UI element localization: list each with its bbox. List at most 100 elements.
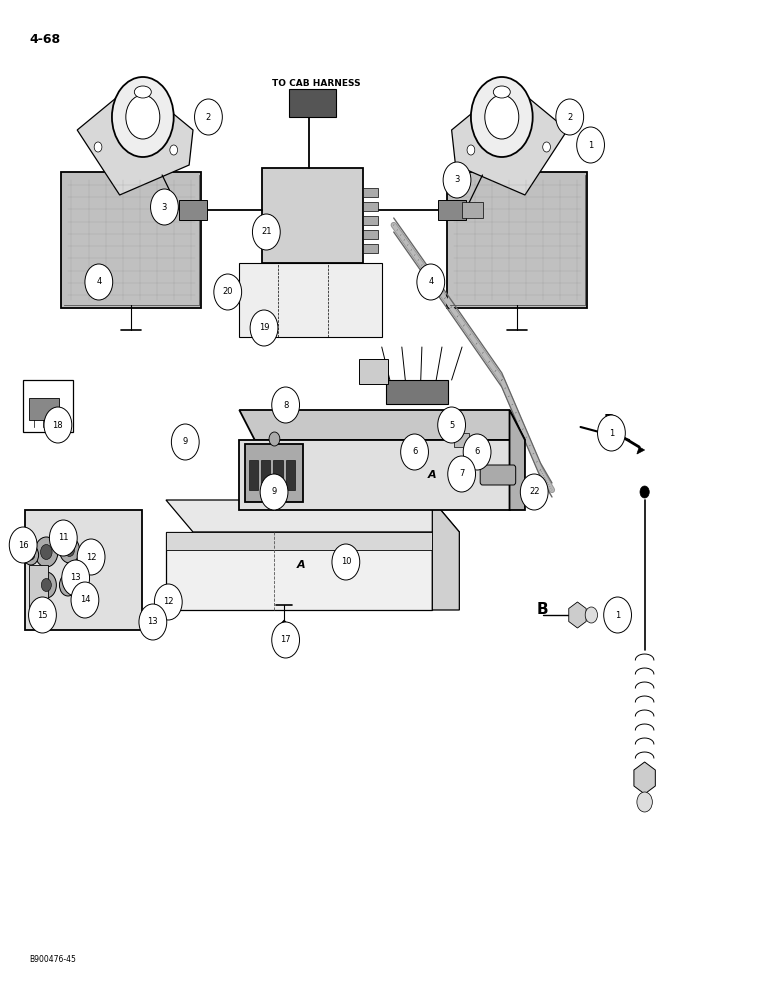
Polygon shape bbox=[279, 620, 289, 633]
Circle shape bbox=[471, 77, 533, 157]
Text: 2: 2 bbox=[206, 112, 211, 121]
Text: TO CAB HARNESS: TO CAB HARNESS bbox=[273, 80, 361, 89]
Circle shape bbox=[171, 424, 199, 460]
Text: 10: 10 bbox=[340, 558, 351, 566]
Circle shape bbox=[401, 434, 428, 470]
Text: 17: 17 bbox=[280, 636, 291, 645]
Circle shape bbox=[467, 145, 475, 155]
Circle shape bbox=[520, 474, 548, 510]
Text: 9: 9 bbox=[183, 438, 188, 446]
FancyBboxPatch shape bbox=[25, 510, 142, 630]
Text: 1: 1 bbox=[588, 140, 593, 149]
FancyBboxPatch shape bbox=[286, 460, 295, 490]
Text: B: B bbox=[604, 414, 616, 430]
FancyBboxPatch shape bbox=[386, 380, 448, 404]
Polygon shape bbox=[510, 410, 525, 510]
Circle shape bbox=[443, 162, 471, 198]
Text: 13: 13 bbox=[70, 574, 81, 582]
Ellipse shape bbox=[493, 86, 510, 98]
Text: 4: 4 bbox=[428, 277, 433, 286]
Circle shape bbox=[71, 582, 99, 618]
Text: 1: 1 bbox=[615, 610, 620, 619]
Text: 19: 19 bbox=[259, 324, 269, 332]
FancyBboxPatch shape bbox=[363, 230, 378, 239]
FancyBboxPatch shape bbox=[245, 444, 303, 502]
FancyBboxPatch shape bbox=[29, 565, 48, 620]
FancyBboxPatch shape bbox=[262, 167, 363, 262]
Text: A: A bbox=[428, 470, 437, 480]
FancyBboxPatch shape bbox=[363, 202, 378, 211]
Polygon shape bbox=[166, 532, 432, 610]
Circle shape bbox=[260, 474, 288, 510]
Circle shape bbox=[112, 77, 174, 157]
FancyBboxPatch shape bbox=[442, 417, 457, 431]
Text: 4-68: 4-68 bbox=[29, 33, 60, 46]
Text: 15: 15 bbox=[37, 610, 48, 619]
Polygon shape bbox=[432, 500, 459, 610]
Circle shape bbox=[250, 310, 278, 346]
Text: 4: 4 bbox=[96, 277, 101, 286]
Polygon shape bbox=[166, 500, 459, 532]
Circle shape bbox=[272, 387, 300, 423]
Text: 14: 14 bbox=[80, 595, 90, 604]
Circle shape bbox=[23, 545, 39, 565]
FancyBboxPatch shape bbox=[363, 244, 378, 253]
FancyBboxPatch shape bbox=[29, 398, 59, 420]
Circle shape bbox=[637, 792, 652, 812]
Circle shape bbox=[9, 527, 37, 563]
Circle shape bbox=[604, 597, 631, 633]
Text: A: A bbox=[296, 560, 306, 570]
Circle shape bbox=[195, 99, 222, 135]
Text: 8: 8 bbox=[283, 400, 288, 410]
Polygon shape bbox=[77, 95, 193, 195]
FancyBboxPatch shape bbox=[438, 200, 466, 220]
Circle shape bbox=[151, 189, 178, 225]
Polygon shape bbox=[239, 440, 510, 510]
FancyBboxPatch shape bbox=[273, 460, 283, 490]
Text: 1: 1 bbox=[609, 428, 614, 438]
Circle shape bbox=[556, 99, 584, 135]
Circle shape bbox=[585, 607, 598, 623]
Circle shape bbox=[41, 578, 51, 591]
FancyBboxPatch shape bbox=[261, 460, 270, 490]
FancyBboxPatch shape bbox=[363, 188, 378, 197]
Circle shape bbox=[332, 544, 360, 580]
Circle shape bbox=[252, 214, 280, 250]
Text: 9: 9 bbox=[272, 488, 276, 496]
Text: 6: 6 bbox=[475, 448, 479, 456]
Text: 6: 6 bbox=[412, 448, 417, 456]
Circle shape bbox=[85, 264, 113, 300]
Text: B: B bbox=[537, 602, 549, 617]
Circle shape bbox=[154, 584, 182, 620]
Circle shape bbox=[139, 604, 167, 640]
Text: B900476-45: B900476-45 bbox=[29, 956, 76, 964]
Text: 13: 13 bbox=[147, 617, 158, 626]
Text: 20: 20 bbox=[222, 288, 233, 296]
Circle shape bbox=[126, 95, 160, 139]
Text: 2: 2 bbox=[567, 112, 572, 121]
Text: 21: 21 bbox=[261, 228, 272, 236]
Circle shape bbox=[94, 142, 102, 152]
Circle shape bbox=[36, 572, 56, 598]
Polygon shape bbox=[637, 447, 645, 454]
Circle shape bbox=[44, 407, 72, 443]
Circle shape bbox=[214, 274, 242, 310]
Circle shape bbox=[77, 539, 105, 575]
Text: 11: 11 bbox=[58, 534, 69, 542]
Circle shape bbox=[272, 622, 300, 658]
Text: 22: 22 bbox=[529, 488, 540, 496]
FancyBboxPatch shape bbox=[239, 262, 382, 337]
Circle shape bbox=[35, 537, 58, 567]
Text: 5: 5 bbox=[449, 420, 454, 430]
Text: 18: 18 bbox=[52, 420, 63, 430]
FancyBboxPatch shape bbox=[290, 89, 336, 116]
Circle shape bbox=[269, 432, 279, 446]
Text: 3: 3 bbox=[455, 176, 459, 184]
Circle shape bbox=[598, 415, 625, 451]
Circle shape bbox=[63, 580, 72, 590]
Circle shape bbox=[27, 550, 35, 560]
Circle shape bbox=[640, 486, 649, 498]
Polygon shape bbox=[239, 410, 525, 440]
Polygon shape bbox=[452, 95, 567, 195]
Circle shape bbox=[62, 560, 90, 596]
